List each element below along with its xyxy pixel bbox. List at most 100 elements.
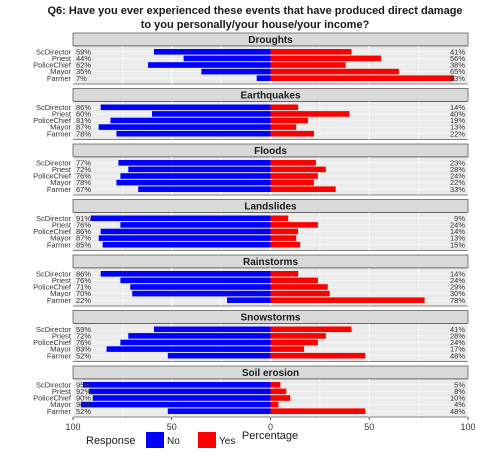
category-label: Priest xyxy=(52,110,72,119)
panel-title: Floods xyxy=(254,146,287,157)
no-percent-label: 59% xyxy=(76,325,91,334)
no-percent-label: 76% xyxy=(76,276,91,285)
category-label: Mayor xyxy=(50,289,71,298)
bar-no-scdirector xyxy=(100,271,271,277)
bar-yes-policechief xyxy=(270,284,328,290)
category-label: PoliceChief xyxy=(33,338,72,347)
no-percent-label: 72% xyxy=(76,332,91,341)
yes-percent-label: 24% xyxy=(450,221,465,230)
panel-title: Landslides xyxy=(244,202,297,213)
bar-no-farmer xyxy=(227,297,271,303)
bar-no-farmer xyxy=(138,186,271,192)
no-percent-label: 22% xyxy=(76,296,91,305)
panel-rainstorms: Rainstorms ScDirector 86% 14% Priest 76% 24% Po… xyxy=(33,254,469,307)
category-label: Mayor xyxy=(50,234,71,243)
bar-yes-mayor xyxy=(270,235,297,241)
bar-no-mayor xyxy=(132,290,271,297)
bar-yes-priest xyxy=(270,55,382,62)
yes-percent-label: 38% xyxy=(450,61,465,70)
bar-no-policechief xyxy=(130,284,271,290)
category-label: PoliceChief xyxy=(33,394,72,403)
panel-title: Earthquakes xyxy=(240,91,300,102)
bar-yes-policechief xyxy=(270,62,346,68)
no-percent-label: 78% xyxy=(76,129,91,138)
x-tick-label: 50 xyxy=(167,422,177,432)
category-label: ScDirector xyxy=(36,103,72,112)
category-label: Priest xyxy=(52,165,72,174)
bar-no-priest xyxy=(120,277,271,284)
category-label: Farmer xyxy=(47,296,72,305)
yes-percent-label: 8% xyxy=(454,387,465,396)
bar-no-farmer xyxy=(167,408,271,414)
no-percent-label: 86% xyxy=(76,227,91,236)
no-percent-label: 67% xyxy=(76,185,91,194)
bar-yes-mayor xyxy=(270,179,314,186)
yes-percent-label: 22% xyxy=(450,178,465,187)
yes-percent-label: 28% xyxy=(450,165,465,174)
no-percent-label: 44% xyxy=(76,54,91,63)
category-label: ScDirector xyxy=(36,325,72,334)
category-label: Farmer xyxy=(47,129,72,138)
yes-percent-label: 13% xyxy=(450,123,465,132)
yes-percent-label: 30% xyxy=(450,289,465,298)
bar-no-scdirector xyxy=(153,326,271,333)
bar-yes-scdirector xyxy=(270,49,352,55)
x-axis: 100 50 0 50 100 xyxy=(65,417,476,432)
category-label: Farmer xyxy=(47,240,72,249)
category-label: PoliceChief xyxy=(33,283,72,292)
yes-percent-label: 24% xyxy=(450,172,465,181)
no-percent-label: 76% xyxy=(76,338,91,347)
panel-earthquakes: Earthquakes ScDirector 86% 14% Priest 60% 40% P… xyxy=(33,88,469,140)
category-label: Priest xyxy=(52,387,72,396)
no-percent-label: 86% xyxy=(76,269,91,278)
no-percent-label: 85% xyxy=(76,240,91,249)
yes-percent-label: 13% xyxy=(450,234,465,243)
bar-yes-priest xyxy=(270,277,318,284)
category-label: Farmer xyxy=(47,407,72,416)
bar-no-mayor xyxy=(106,346,271,352)
bar-no-farmer xyxy=(256,75,271,81)
bar-no-priest xyxy=(183,55,271,62)
panel-title: Snowstorms xyxy=(240,313,300,324)
legend-swatch-yes xyxy=(198,432,216,448)
yes-percent-label: 24% xyxy=(450,276,465,285)
panel-droughts: Droughts ScDirector 59% 41% Priest 44% 56% Poli… xyxy=(33,32,469,85)
bar-no-priest xyxy=(88,388,271,395)
bar-yes-farmer xyxy=(270,75,455,81)
no-percent-label: 87% xyxy=(76,234,91,243)
bar-no-scdirector xyxy=(82,382,271,388)
bar-no-policechief xyxy=(148,62,271,68)
bar-no-farmer xyxy=(116,130,271,137)
bar-yes-farmer xyxy=(270,408,366,414)
no-percent-label: 77% xyxy=(76,158,91,167)
bar-no-policechief xyxy=(92,395,271,401)
yes-percent-label: 28% xyxy=(450,332,465,341)
panel-title: Droughts xyxy=(248,35,293,46)
panel-floods: Floods ScDirector 77% 23% Priest 72% 28% Police… xyxy=(33,143,469,196)
bar-no-policechief xyxy=(100,228,271,235)
no-percent-label: 35% xyxy=(76,67,91,76)
bar-yes-farmer xyxy=(270,241,301,248)
x-tick-label: 100 xyxy=(65,422,80,432)
category-label: ScDirector xyxy=(36,380,72,389)
category-label: ScDirector xyxy=(36,47,72,56)
no-percent-label: 59% xyxy=(76,47,91,56)
category-label: Mayor xyxy=(50,345,71,354)
category-label: Priest xyxy=(52,276,72,285)
panel-landslides: Landslides ScDirector 91% 9% Priest 76% 24% Pol… xyxy=(33,199,469,251)
legend-swatch-no xyxy=(146,432,164,448)
category-label: PoliceChief xyxy=(33,172,72,181)
yes-percent-label: 4% xyxy=(454,400,465,409)
yes-percent-label: 56% xyxy=(450,54,465,63)
legend: Response No Yes xyxy=(86,432,235,448)
bar-yes-policechief xyxy=(270,339,318,346)
bar-no-mayor xyxy=(98,235,271,241)
yes-percent-label: 17% xyxy=(450,345,465,354)
yes-percent-label: 14% xyxy=(450,103,465,112)
yes-percent-label: 23% xyxy=(450,158,465,167)
bar-no-mayor xyxy=(80,401,271,408)
yes-percent-label: 48% xyxy=(450,351,465,360)
x-tick-label: 50 xyxy=(364,422,374,432)
no-percent-label: 86% xyxy=(76,103,91,112)
bar-no-priest xyxy=(128,166,271,173)
